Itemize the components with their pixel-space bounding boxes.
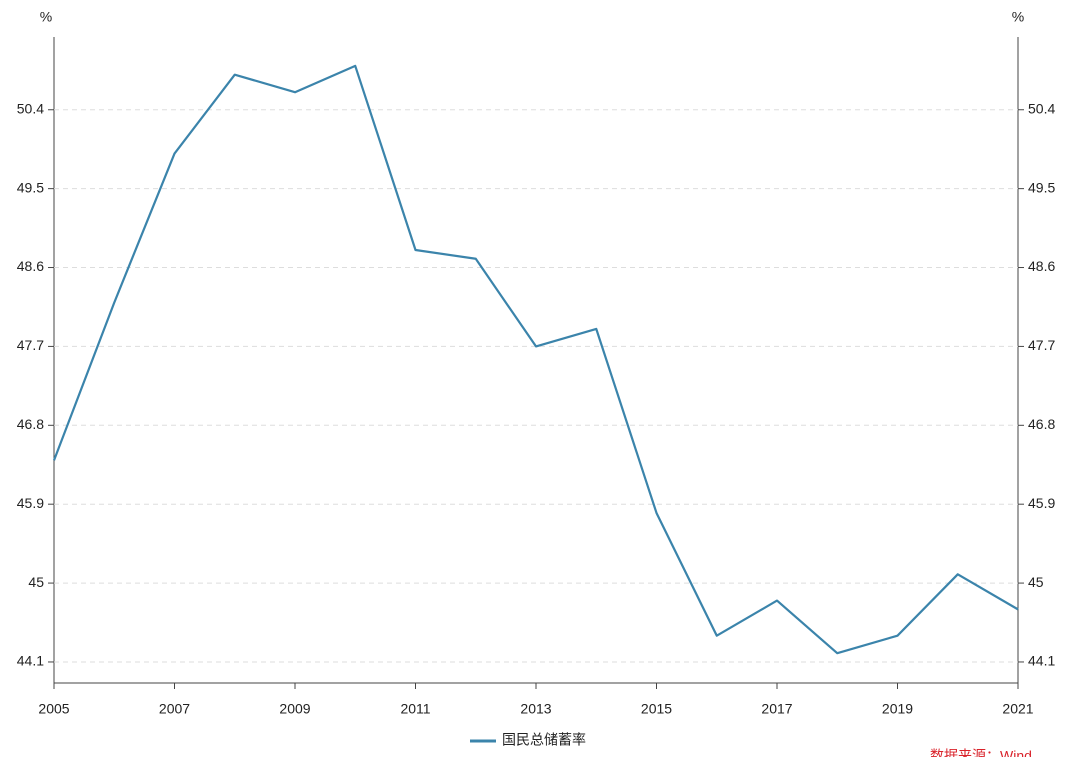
- data-line: [52, 64, 1019, 655]
- legend-label: 国民总储蓄率: [502, 732, 586, 748]
- y-tick-label: 48.6: [17, 258, 44, 274]
- y-tick-label: 45: [28, 574, 44, 590]
- y-tick-label: 49.5: [17, 179, 44, 195]
- x-tick-label: 2021: [1002, 701, 1033, 717]
- y-tick-label: 46.8: [17, 416, 44, 432]
- y-tick-label: 45.9: [17, 495, 44, 511]
- y-axis-unit: %: [40, 9, 52, 25]
- y2-tick-label: 49.5: [1028, 179, 1055, 195]
- x-tick-label: 2017: [761, 701, 792, 717]
- x-tick-label: 2015: [641, 701, 672, 717]
- y2-axis-unit: %: [1012, 9, 1024, 25]
- y2-tick-label: 48.6: [1028, 258, 1055, 274]
- y2-tick-label: 45.9: [1028, 495, 1055, 511]
- y-tick-label: 44.1: [17, 653, 44, 669]
- x-tick-label: 2007: [159, 701, 190, 717]
- source-note: 数据来源：Wind: [930, 748, 1032, 757]
- x-tick-label: 2019: [882, 701, 913, 717]
- y2-tick-label: 50.4: [1028, 100, 1055, 116]
- y-tick-label: 50.4: [17, 100, 44, 116]
- y2-tick-label: 46.8: [1028, 416, 1055, 432]
- x-tick-label: 2009: [279, 701, 310, 717]
- y-tick-label: 47.7: [17, 337, 44, 353]
- x-tick-label: 2013: [520, 701, 551, 717]
- x-tick-label: 2011: [400, 701, 430, 717]
- y2-tick-label: 44.1: [1028, 653, 1055, 669]
- x-tick-label: 2005: [38, 701, 69, 717]
- y2-tick-label: 45: [1028, 574, 1044, 590]
- y2-tick-label: 47.7: [1028, 337, 1055, 353]
